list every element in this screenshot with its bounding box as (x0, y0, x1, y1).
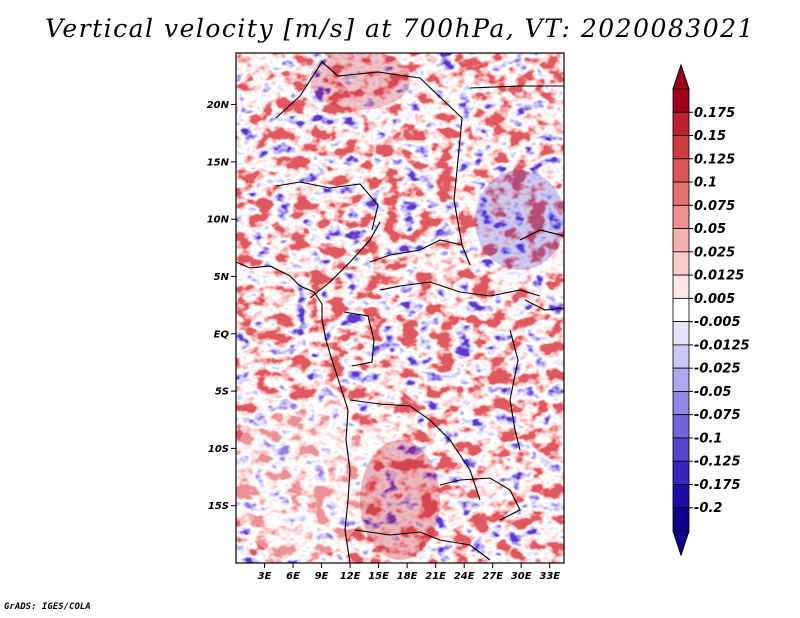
colorbar-label: -0.1 (694, 431, 722, 446)
colorbar-swatch (672, 181, 690, 206)
colorbar-label: 0.125 (694, 152, 735, 167)
colorbar-label: 0.1 (694, 176, 717, 191)
boundary-ethiopia (519, 229, 564, 241)
lon-label: 33E (539, 571, 560, 582)
colorbar-swatch (672, 484, 690, 509)
lon-label: 24E (454, 571, 475, 582)
colorbar-swatch (672, 251, 690, 276)
colorbar-swatch (672, 158, 690, 183)
west-africa-coastline (236, 261, 351, 563)
boundary-east-lakes (509, 329, 521, 451)
boundary-nigeria-cameroon (309, 221, 381, 299)
boundary-zambia (439, 477, 521, 521)
lat-label: 10S (208, 444, 229, 455)
colorbar-label: -0.0125 (694, 338, 750, 353)
colorbar-swatch (672, 344, 690, 369)
colorbar-swatch (672, 391, 690, 416)
longitude-axis: 3E 6E 9E 12E 15E 18E 21E 24E 27E 30E 33E (258, 563, 560, 582)
boundary-sahara-north (275, 61, 463, 119)
map-title: Vertical velocity [m/s] at 700hPa, VT: 2… (45, 14, 755, 43)
boundary-nigeria-north (275, 181, 379, 231)
boundary-drc-angola (349, 399, 481, 501)
boundary-cameroon-car (369, 239, 463, 263)
colorbar-label: -0.05 (694, 385, 731, 400)
boundary-niger-chad (453, 117, 471, 266)
lon-label: 27E (482, 571, 503, 582)
colorbar-label: 0.0125 (694, 269, 744, 284)
colorbar-label: -0.2 (694, 501, 722, 516)
colorbar-swatch (672, 367, 690, 392)
colorbar-bottom-arrow (672, 530, 690, 557)
lon-label: 18E (397, 571, 418, 582)
colorbar-label: 0.175 (694, 106, 735, 121)
colorbar-swatch (672, 135, 690, 160)
colorbar-label: 0.025 (694, 245, 735, 260)
colorbar-swatch (672, 297, 690, 323)
vertical-velocity-field (236, 53, 564, 563)
colorbar-swatch (672, 88, 690, 113)
lon-label: 9E (315, 571, 329, 582)
colorbar-swatch (672, 414, 690, 439)
country-boundaries (236, 61, 564, 563)
lon-label: 6E (286, 571, 300, 582)
boundary-congo-gabon (343, 311, 375, 367)
lon-label: 21E (425, 571, 446, 582)
colorbar-swatch (672, 204, 690, 229)
lat-label: 5N (214, 272, 230, 283)
lat-label: 5S (215, 387, 229, 398)
colorbar-swatch (672, 321, 690, 346)
boundary-kenya (524, 299, 564, 311)
boundary-sudan-north (469, 85, 564, 89)
lon-label: 12E (340, 571, 361, 582)
colorbar-swatch (672, 507, 690, 532)
colorbar-label: -0.025 (694, 362, 741, 377)
grads-credit: GrADS: IGES/COLA (4, 602, 91, 612)
lat-label: 15N (207, 157, 230, 168)
colorbar-label: 0.05 (694, 222, 726, 237)
colorbar-swatch (672, 111, 690, 136)
colorbar-label: -0.005 (694, 315, 741, 330)
colorbar-swatch (672, 460, 690, 485)
boundary-namibia-botswana (354, 529, 491, 561)
latitude-axis: 20N 15N 10N 5N EQ 5S 10S 15S (207, 100, 236, 512)
colorbar-label: 0.005 (694, 292, 735, 307)
colorbar-swatch (672, 437, 690, 462)
boundary-car-drc (379, 281, 541, 297)
lat-label: 10N (207, 215, 230, 226)
colorbar: 0.175 0.15 0.125 0.1 0.075 0.05 0.025 0.0125 0.0… (672, 63, 750, 557)
colorbar-swatch (672, 274, 690, 299)
lat-label: 15S (208, 501, 229, 512)
colorbar-label: -0.175 (694, 478, 741, 493)
lon-label: 30E (511, 571, 532, 582)
map-frame (235, 52, 565, 564)
colorbar-label: 0.15 (694, 129, 726, 144)
colorbar-label: -0.125 (694, 455, 741, 470)
colorbar-top-arrow (672, 63, 690, 90)
colorbar-swatch (672, 228, 690, 253)
lat-label: 20N (207, 100, 230, 111)
lon-label: 3E (258, 571, 272, 582)
colorbar-label: 0.075 (694, 199, 735, 214)
lon-label: 15E (368, 571, 389, 582)
lat-label: EQ (214, 329, 230, 340)
colorbar-label: -0.075 (694, 408, 741, 423)
